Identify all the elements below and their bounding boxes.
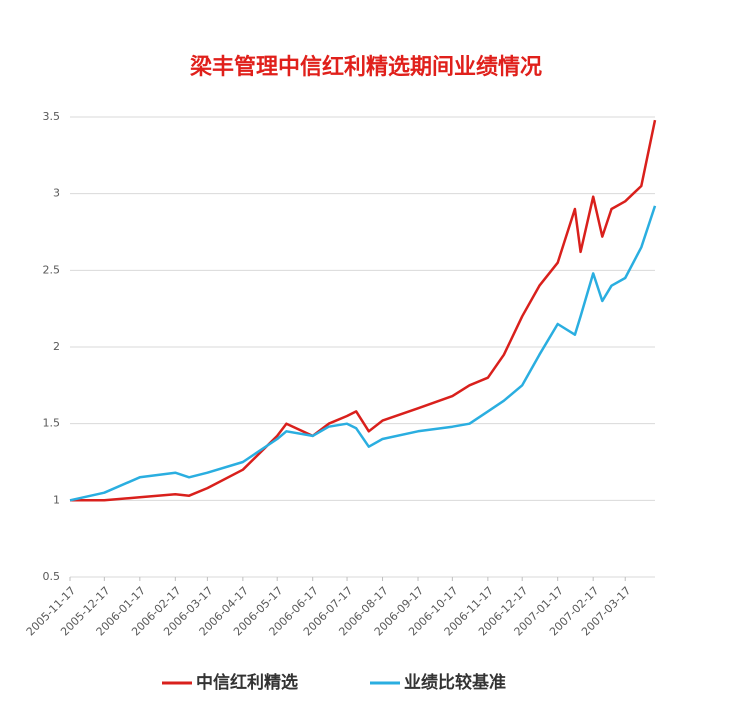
legend-label: 中信红利精选 — [196, 672, 298, 693]
y-tick-label: 1 — [53, 493, 60, 506]
series-line — [70, 119, 657, 502]
y-tick-label: 1.5 — [43, 417, 61, 430]
chart-title: 梁丰管理中信红利精选期间业绩情况 — [189, 54, 542, 80]
legend-label: 业绩比较基准 — [404, 672, 506, 693]
y-tick-label: 2.5 — [43, 263, 61, 276]
y-tick-label: 3 — [53, 187, 60, 200]
y-tick-label: 2 — [53, 340, 60, 353]
y-tick-label: 3.5 — [43, 110, 61, 123]
y-tick-label: 0.5 — [43, 570, 61, 583]
series-line — [69, 205, 657, 502]
